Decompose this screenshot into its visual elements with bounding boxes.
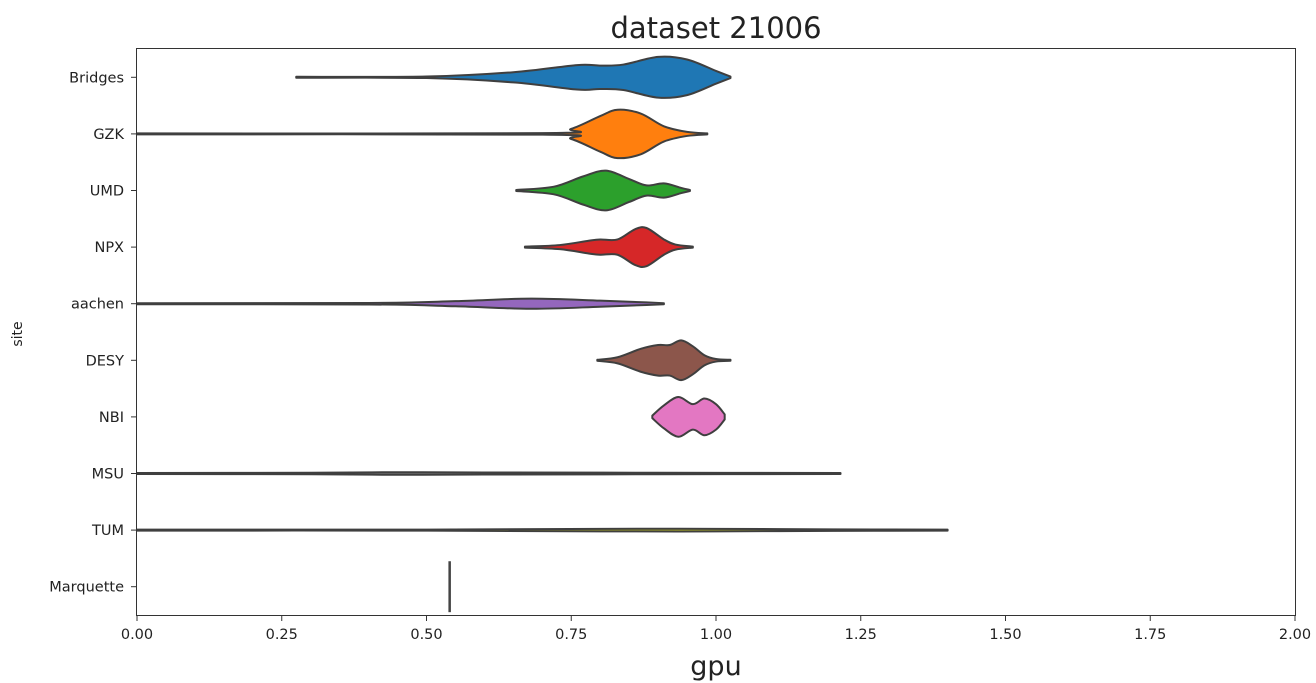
violin-bridges — [295, 55, 732, 99]
x-tick-label: 1.25 — [845, 627, 877, 643]
y-tick-label: MSU — [92, 467, 124, 483]
violin-npx — [523, 226, 694, 269]
violins-group — [136, 55, 949, 613]
violin-aachen — [136, 297, 665, 310]
x-tick-label: 2.00 — [1279, 627, 1311, 643]
y-tick-label: NBI — [99, 410, 124, 426]
x-tick-label: 0.75 — [555, 627, 587, 643]
y-tick-label: UMD — [90, 184, 124, 200]
x-tick-label: 0.50 — [410, 627, 442, 643]
y-tick-label: NPX — [94, 240, 124, 256]
y-ticks-group: Bridges GZK UMD NPX aachen DESY NBI MSU TUM Marqu… — [49, 70, 137, 596]
x-tick-label: 1.00 — [700, 627, 732, 643]
x-tick-label: 0.25 — [266, 627, 298, 643]
violin-tum — [136, 527, 949, 533]
plot-frame — [136, 48, 1296, 616]
y-tick-label: GZK — [93, 127, 124, 143]
violin-umd — [515, 169, 691, 212]
x-tick-label: 0.00 — [121, 627, 153, 643]
y-tick-label: TUM — [91, 523, 124, 539]
y-tick-label: aachen — [71, 297, 124, 313]
x-tick-label: 1.50 — [989, 627, 1021, 643]
chart-title: dataset 21006 — [610, 11, 821, 45]
violin-msu — [136, 471, 842, 476]
y-tick-label: Bridges — [69, 70, 124, 86]
x-axis-label: gpu — [690, 651, 741, 682]
y-tick-label: DESY — [86, 353, 125, 369]
x-ticks-group: 0.00 0.25 0.50 0.75 1.00 1.25 1.50 1.75 2.00 — [121, 615, 1311, 643]
violin-nbi — [651, 396, 726, 438]
x-tick-label: 1.75 — [1134, 627, 1166, 643]
violin-gzk — [136, 108, 709, 160]
y-axis-label: site — [10, 321, 26, 346]
y-tick-label: Marquette — [49, 580, 124, 596]
violin-desy — [596, 339, 732, 382]
